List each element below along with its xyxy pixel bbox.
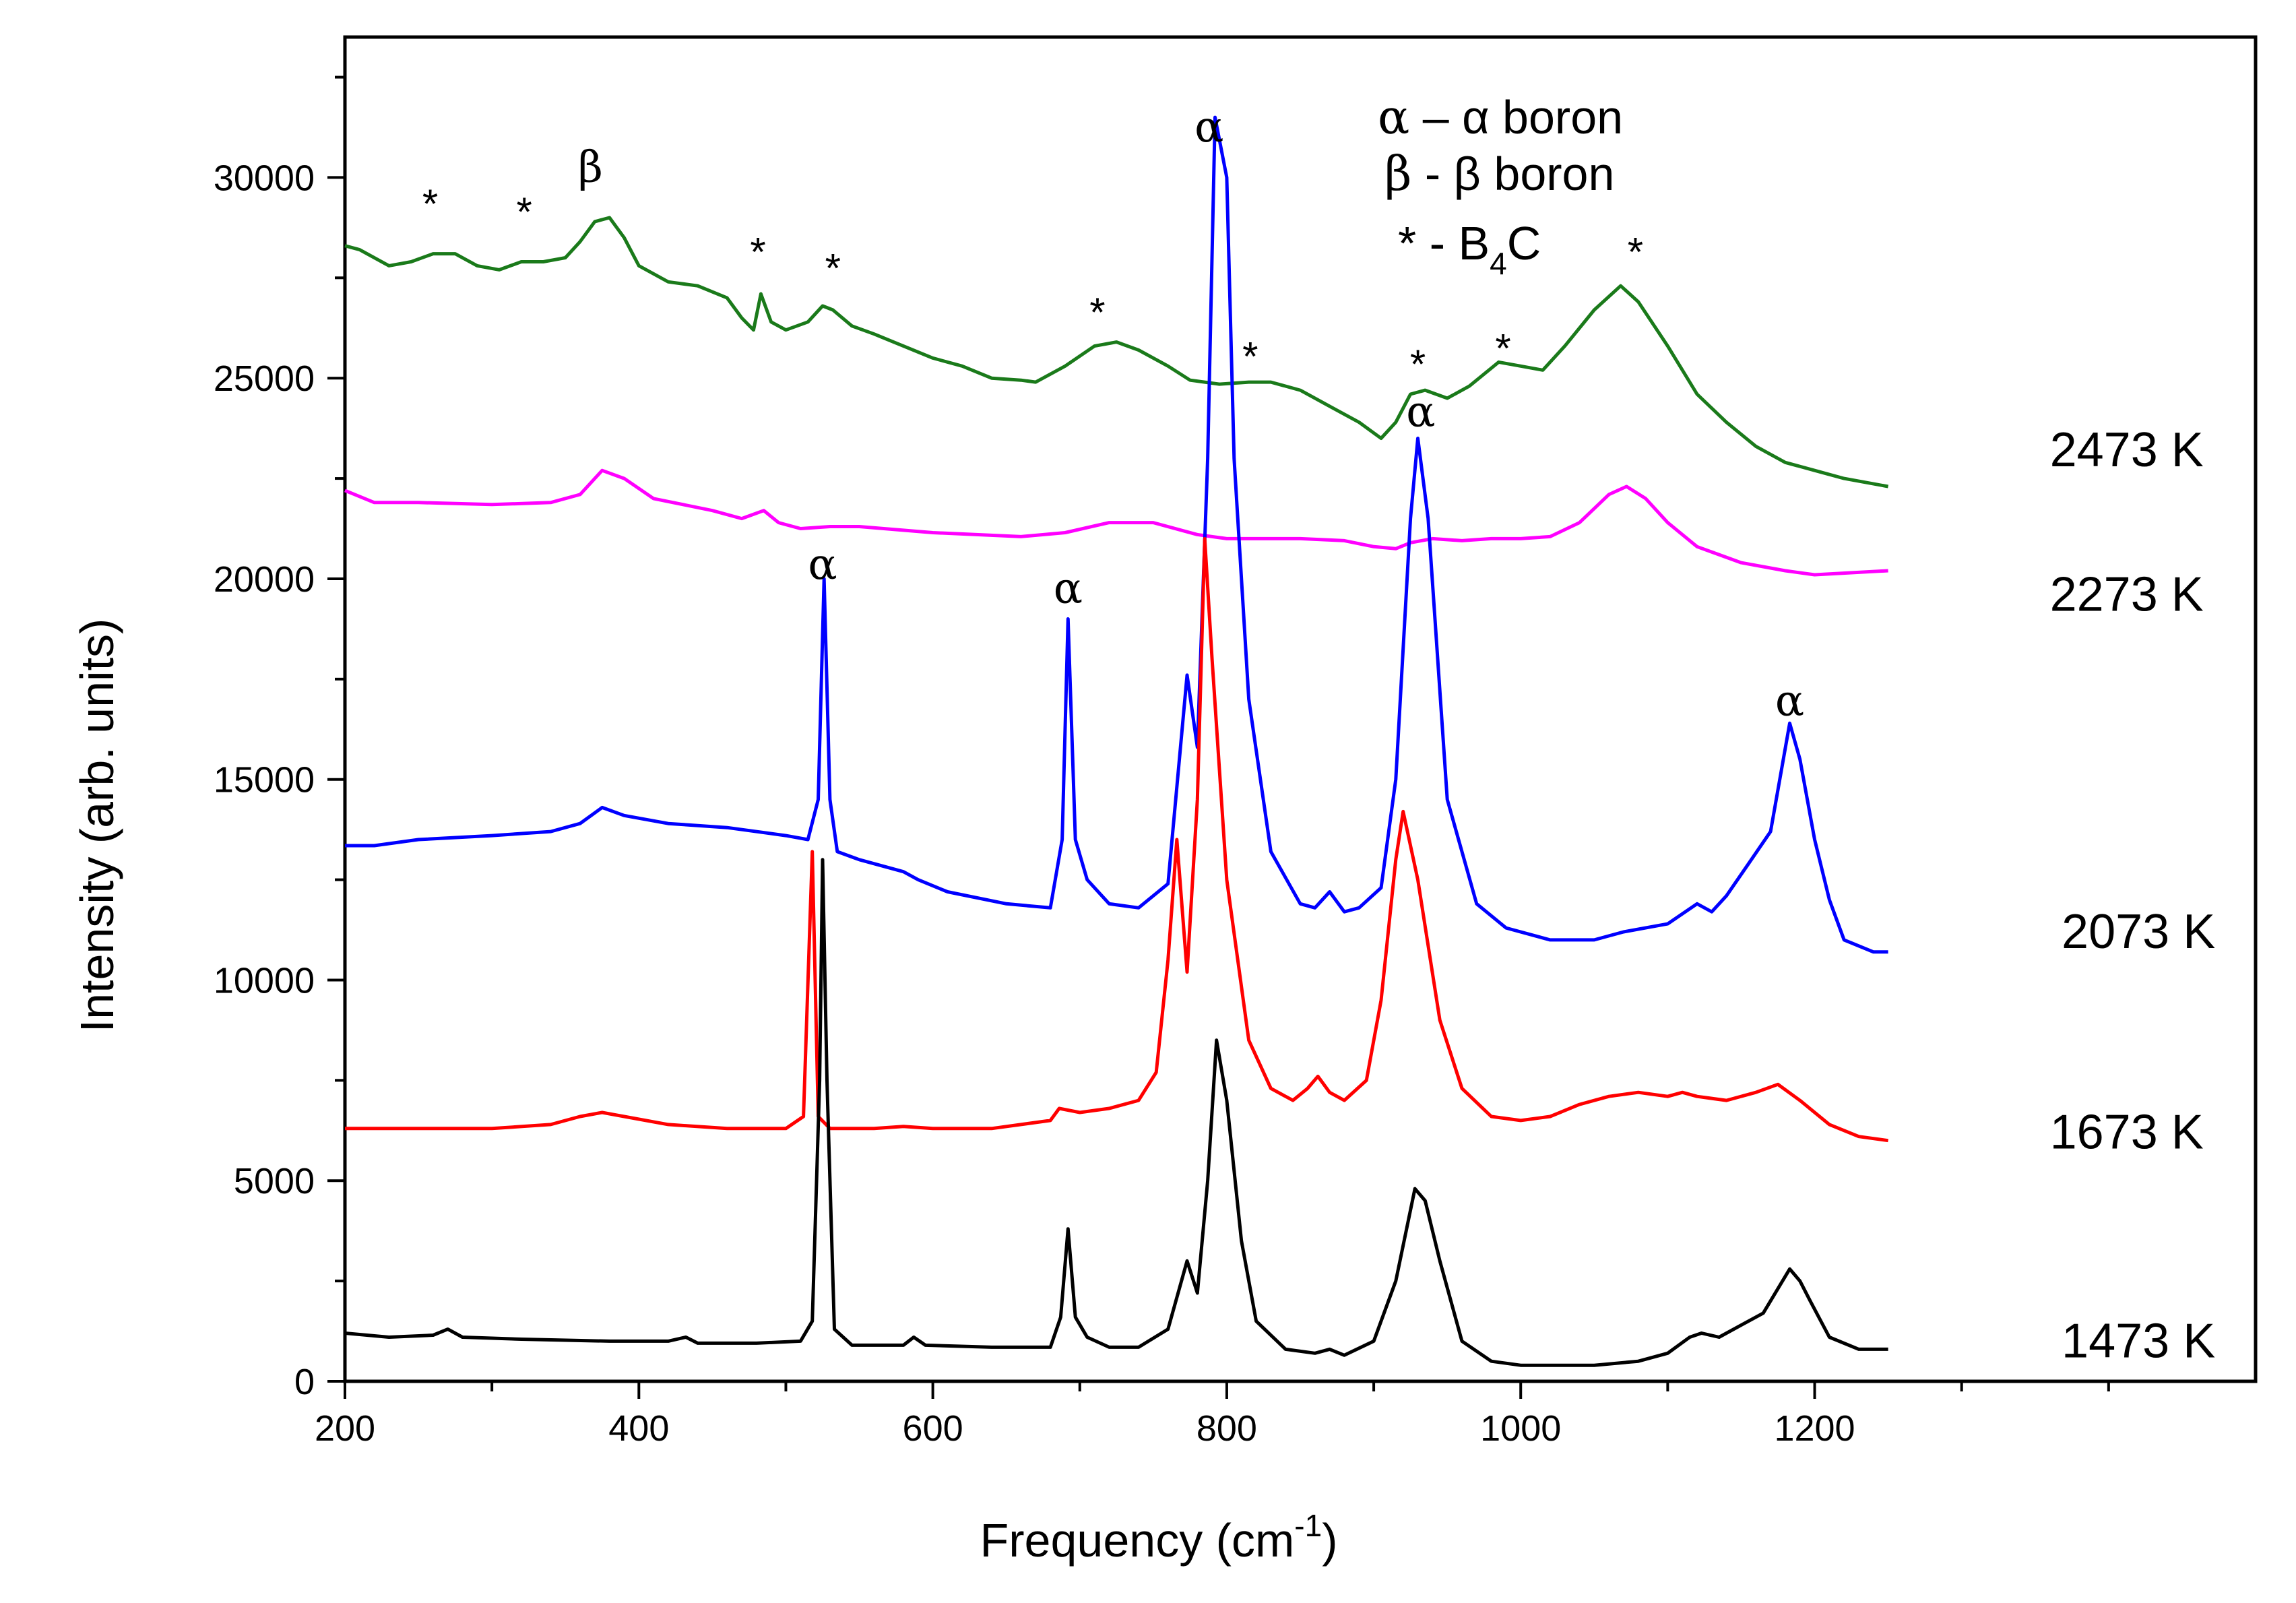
y-axis-label: Intensity (arb. units) <box>71 619 123 1033</box>
x-tick-label: 1200 <box>1774 1408 1855 1449</box>
series-line-2073-k <box>345 115 1888 954</box>
series-line-2273-k <box>344 468 1888 577</box>
y-tick-label: 10000 <box>214 960 315 1001</box>
peak-label-asterisk: * <box>825 245 841 290</box>
x-tick-label: 200 <box>315 1408 375 1449</box>
y-tick-label: 25000 <box>214 358 315 399</box>
legend-entry-alpha: α – α boron <box>1378 90 1623 145</box>
plot-frame <box>343 35 2258 1383</box>
peak-label-greek: α <box>1054 564 1083 614</box>
series-label-1473-k: 1473 K <box>2062 1314 2215 1368</box>
x-tick-label: 400 <box>608 1408 669 1449</box>
y-tick-label: 15000 <box>214 760 315 800</box>
x-tick-label: 600 <box>903 1408 963 1449</box>
peak-label-asterisk: * <box>1495 325 1510 371</box>
peak-label-greek: α <box>1406 387 1435 437</box>
series-label-2273-k: 2273 K <box>2050 568 2204 622</box>
series-line-2473-k <box>344 216 1889 489</box>
peak-label-asterisk: * <box>516 189 532 234</box>
x-axis-label: Frequency (cm-1) <box>980 1508 1337 1567</box>
y-tick-label: 5000 <box>234 1161 315 1201</box>
series-label-2073-k: 2073 K <box>2062 905 2215 959</box>
y-tick-label: 30000 <box>214 158 315 198</box>
peak-label-asterisk: * <box>1628 229 1643 274</box>
peak-label-asterisk: * <box>750 229 765 274</box>
peak-label-asterisk: * <box>1242 334 1258 379</box>
series-line-1673-k <box>345 536 1888 1143</box>
y-tick-label: 0 <box>294 1362 315 1402</box>
peak-label-greek: α <box>1194 102 1223 152</box>
peak-label-greek: α <box>1775 676 1804 726</box>
y-tick-label: 20000 <box>214 559 315 600</box>
legend-entry-b4c: * - B4C <box>1398 217 1541 281</box>
legend: α – α boron β - β boron * - B4C <box>1378 90 1623 281</box>
x-axis: 200 400 600 800 1000 1200 <box>315 1381 2110 1449</box>
peak-label-asterisk: * <box>422 181 438 226</box>
legend-entry-beta: β - β boron <box>1384 146 1614 201</box>
peak-label-asterisk: * <box>1410 342 1426 387</box>
series-line-1473-k <box>344 858 1888 1367</box>
x-tick-label: 800 <box>1197 1408 1257 1449</box>
peak-label-greek: β <box>578 142 603 192</box>
y-axis: 0 5000 10000 15000 20000 25000 30000 <box>214 75 345 1402</box>
peak-annotations: * *β* **α* *α**α αα <box>422 102 1804 726</box>
x-tick-label: 1000 <box>1480 1408 1561 1449</box>
series-layer: 2473 K 2273 K 2073 K 1673 K 1473 K <box>344 115 2215 1368</box>
series-label-2473-k: 2473 K <box>2050 423 2204 477</box>
series-label-1673-k: 1673 K <box>2050 1106 2204 1160</box>
peak-label-greek: α <box>808 540 837 590</box>
peak-label-asterisk: * <box>1089 290 1105 335</box>
